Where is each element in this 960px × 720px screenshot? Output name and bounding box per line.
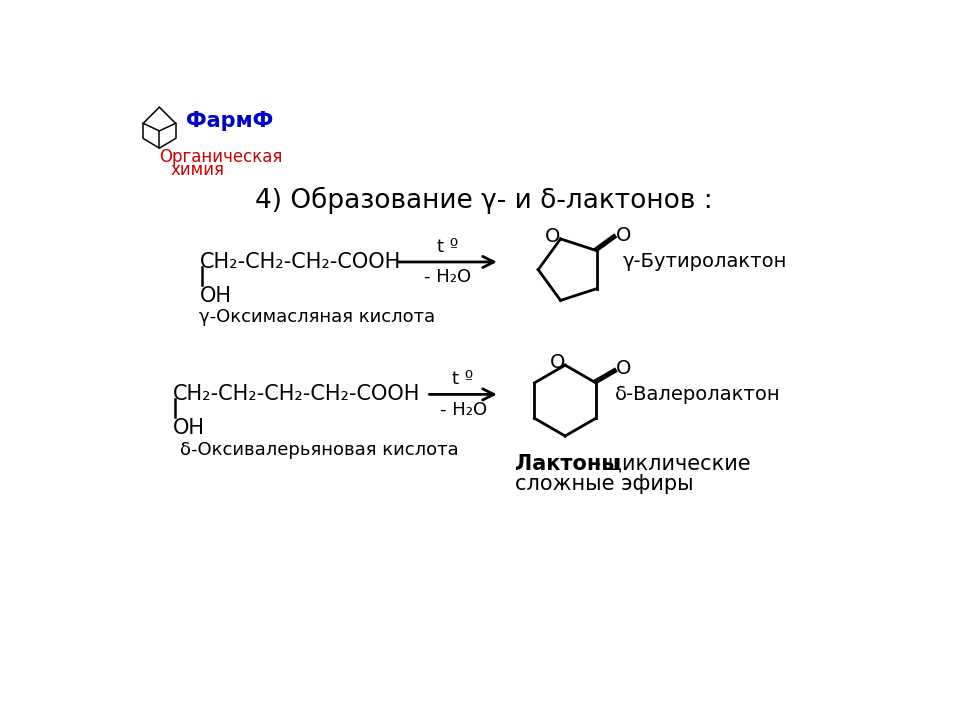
Text: γ-Бутиролактон: γ-Бутиролактон <box>623 253 787 271</box>
Text: - H₂O: - H₂O <box>424 269 471 287</box>
Text: CH₂-CH₂-CH₂-COOH: CH₂-CH₂-CH₂-COOH <box>200 252 400 272</box>
Text: Органическая: Органическая <box>159 148 283 166</box>
Text: t º: t º <box>452 370 473 388</box>
Text: O: O <box>615 226 631 245</box>
Text: химия: химия <box>170 161 224 179</box>
Text: O: O <box>616 359 632 379</box>
Text: - циклические: - циклические <box>587 454 751 474</box>
Text: t º: t º <box>437 238 458 256</box>
Text: CH₂-CH₂-CH₂-CH₂-COOH: CH₂-CH₂-CH₂-CH₂-COOH <box>173 384 420 405</box>
Text: O: O <box>545 227 561 246</box>
Text: OH: OH <box>200 286 231 306</box>
Text: OH: OH <box>173 418 204 438</box>
Text: Лактоны: Лактоны <box>516 454 620 474</box>
Text: δ-Оксивалерьяновая кислота: δ-Оксивалерьяновая кислота <box>180 441 459 459</box>
Text: сложные эфиры: сложные эфиры <box>516 474 694 494</box>
Text: γ-Оксимасляная кислота: γ-Оксимасляная кислота <box>200 308 436 326</box>
Text: ФармФ: ФармФ <box>185 111 273 131</box>
Text: δ-Валеролактон: δ-Валеролактон <box>615 385 780 404</box>
Text: O: O <box>550 354 565 372</box>
Text: - H₂O: - H₂O <box>440 401 487 419</box>
Text: 4) Образование γ- и δ-лактонов :: 4) Образование γ- и δ-лактонов : <box>255 186 713 214</box>
